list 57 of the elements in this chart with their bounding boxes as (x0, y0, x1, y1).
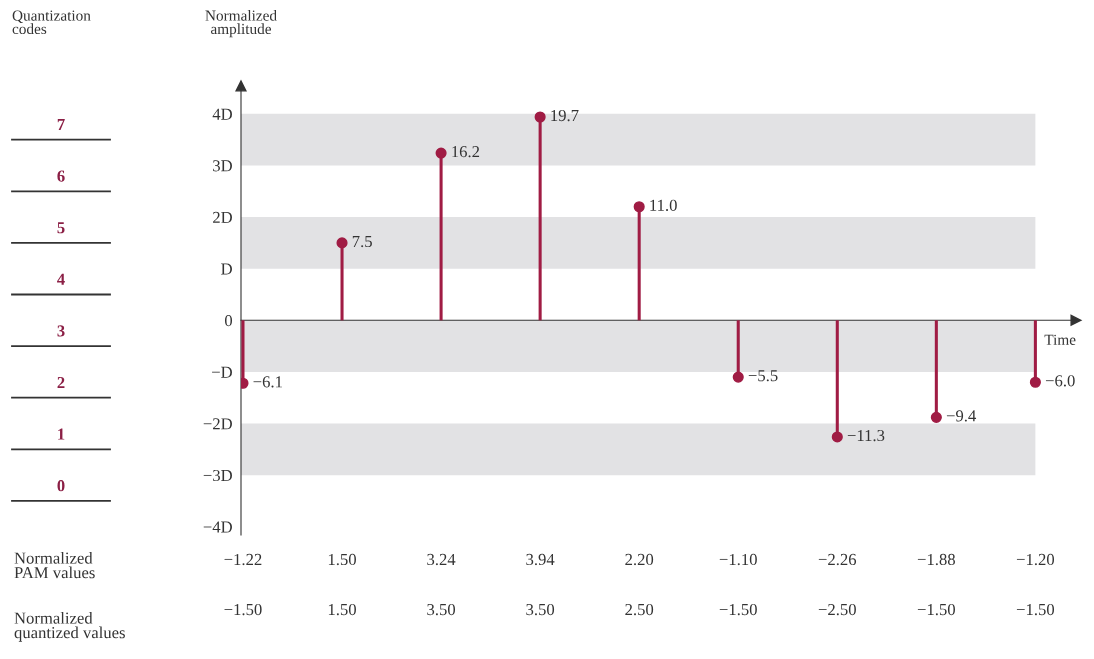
point (930, 411, 942, 423)
y-tick-label: −D (212, 366, 232, 378)
category-label: 3.50 (526, 603, 555, 616)
y-tick-label: 2D (213, 211, 232, 223)
point (435, 147, 447, 159)
category-label: −1.50 (917, 603, 955, 616)
y2-tick-label: 1 (58, 428, 65, 440)
annotation: −11.3 (847, 429, 885, 442)
point (732, 371, 744, 383)
y-tick-label: 0 (224, 315, 233, 327)
category-label: −1.50 (1016, 603, 1055, 616)
y2-tick-label: 7 (57, 119, 65, 130)
annotation: 7.5 (352, 235, 372, 248)
y-tick-label: 4D (212, 108, 232, 120)
point (831, 431, 843, 443)
x-axis-title: Time (1044, 334, 1076, 345)
y-tick-label: −3D (203, 469, 232, 482)
point (336, 237, 348, 249)
x-tick-label: −1.88 (917, 553, 955, 566)
category-label: 1.50 (328, 603, 356, 616)
annotation: −5.5 (748, 370, 778, 382)
annotation: 11.0 (650, 199, 677, 212)
y2-tick-label: 3 (57, 325, 65, 337)
x-tick-label: −1.10 (719, 553, 757, 566)
x-tick-label: 2.20 (625, 553, 654, 566)
point (1029, 376, 1041, 388)
y2-tick-label: 4 (57, 273, 65, 285)
point (633, 201, 645, 213)
text: Normalized PAM values (14, 552, 95, 579)
annotation: −9.4 (946, 410, 977, 422)
y2-tick-label: 5 (57, 222, 65, 234)
y2-tick-label: 0 (57, 480, 65, 492)
x-tick-label: −2.26 (818, 553, 857, 566)
y2-axis-title: Quantization codes (12, 10, 91, 35)
category-label: 3.50 (427, 603, 456, 616)
category-label: 2.50 (625, 603, 654, 616)
x-tick-label: 3.24 (427, 553, 456, 566)
point (534, 111, 546, 123)
category-label: −2.50 (818, 603, 856, 616)
x-tick-label: 3.94 (526, 553, 555, 566)
annotation: 19.7 (551, 109, 579, 122)
y2-tick-label: 6 (57, 170, 65, 182)
category-label: −1.50 (224, 603, 262, 616)
category-label: −1.50 (719, 603, 757, 616)
annotation: −6.0 (1045, 375, 1075, 387)
y2-tick-label: 2 (57, 376, 65, 388)
y-tick-label: D (221, 263, 232, 275)
y-tick-label: −2D (203, 418, 232, 430)
annotation: −6.1 (253, 376, 282, 388)
y-tick-label: −4D (203, 521, 232, 533)
x-tick-label: −1.22 (224, 553, 262, 566)
y-axis-title: Normalized amplitude (205, 10, 277, 38)
x-tick-label: −1.20 (1016, 553, 1055, 566)
annotation: 16.2 (452, 146, 480, 158)
y-tick-label: 3D (213, 160, 232, 172)
x-tick-label: 1.50 (328, 553, 356, 566)
text: Normalized quantized values (14, 612, 125, 642)
